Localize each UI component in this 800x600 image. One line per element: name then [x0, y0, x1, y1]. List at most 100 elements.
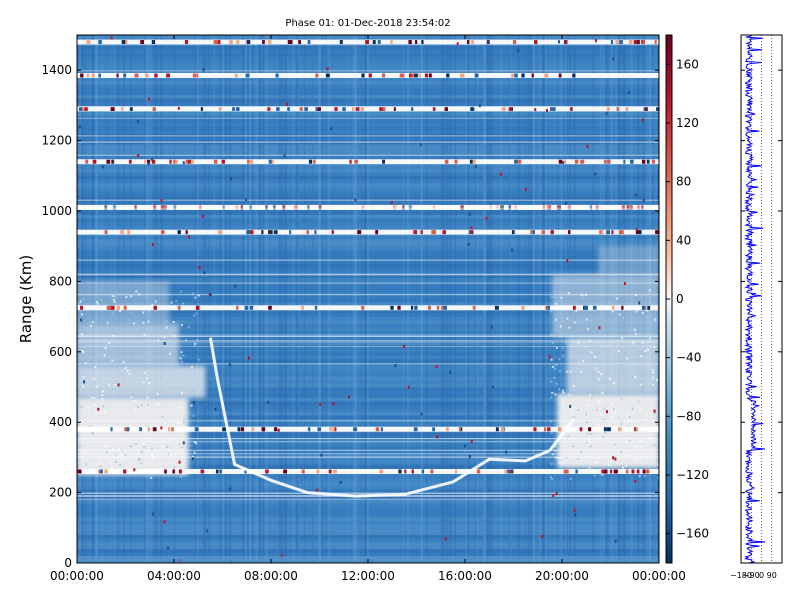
range-gate-stripe — [77, 415, 659, 419]
range-gate-stripe — [77, 422, 659, 427]
speckle — [137, 457, 140, 460]
speckle — [92, 321, 95, 324]
faint-range-line — [77, 274, 659, 276]
speckle — [113, 337, 116, 340]
band-noise — [375, 230, 379, 235]
range-gate-stripe — [77, 506, 659, 511]
speckle — [82, 298, 85, 301]
speckle — [138, 459, 141, 462]
band-noise — [262, 427, 266, 432]
band-noise — [646, 159, 650, 164]
speckle — [597, 297, 600, 300]
band-noise — [504, 469, 508, 474]
faint-range-line — [77, 206, 659, 208]
range-gate-stripe — [77, 337, 659, 342]
speckle — [105, 451, 108, 454]
speckle — [628, 327, 631, 330]
band-noise — [355, 106, 360, 111]
range-gate-stripe — [77, 503, 659, 507]
speckle — [182, 463, 185, 466]
speckle — [551, 296, 554, 299]
band-noise — [111, 159, 114, 164]
faint-range-line — [77, 199, 659, 201]
faint-range-line — [77, 341, 659, 343]
speckle — [572, 416, 575, 419]
speckle — [148, 381, 151, 384]
noise-point — [641, 118, 644, 122]
band-noise — [127, 230, 131, 235]
band-noise — [574, 159, 579, 164]
range-gate-stripe — [77, 309, 659, 314]
time-streak — [420, 35, 423, 563]
band-noise — [645, 106, 648, 111]
range-gate-stripe — [77, 249, 659, 254]
speckle — [631, 375, 634, 378]
time-streak — [318, 35, 322, 563]
band-noise — [98, 73, 101, 78]
speckle — [638, 350, 641, 353]
band-noise — [151, 40, 156, 45]
profile-x-tick-label: 90 — [767, 571, 777, 580]
time-streak — [317, 35, 321, 563]
speckle — [106, 321, 109, 324]
noise-point — [178, 460, 181, 464]
range-gate-stripe — [77, 151, 659, 155]
band-noise — [656, 106, 659, 111]
band-noise — [120, 230, 124, 235]
speckle — [92, 377, 95, 380]
white-range-band — [77, 305, 659, 311]
speckle — [558, 445, 561, 448]
range-gate-stripe — [77, 253, 659, 258]
band-noise — [569, 106, 573, 111]
range-gate-stripe — [77, 545, 659, 550]
x-tick-label: 00:00:00 — [50, 569, 104, 583]
faint-range-line — [77, 154, 659, 156]
band-noise — [214, 40, 219, 45]
speckle — [565, 341, 568, 344]
range-gate-stripe — [77, 489, 659, 493]
speckle — [134, 352, 137, 355]
time-streak — [509, 35, 511, 563]
faint-range-line — [77, 293, 659, 296]
range-gate-stripe — [77, 154, 659, 159]
speckle — [120, 458, 123, 461]
speckle — [652, 376, 655, 379]
speckle — [640, 355, 643, 358]
band-noise — [325, 73, 330, 78]
speckle — [589, 386, 592, 389]
band-noise — [222, 427, 227, 432]
time-streak — [352, 35, 355, 563]
range-gate-stripe — [77, 281, 659, 286]
band-noise — [123, 305, 127, 310]
speckle — [597, 423, 600, 426]
range-gate-stripe — [77, 517, 659, 522]
colorbar-ticks: 160 120 80 40 0 −40 −80 −120 −160 — [666, 57, 709, 541]
speckle — [647, 319, 650, 322]
speckle — [183, 419, 186, 422]
speckle — [595, 302, 598, 305]
noise-point — [456, 42, 459, 46]
noise-point — [545, 108, 548, 112]
speckle — [590, 351, 593, 354]
speckle — [551, 478, 554, 481]
speckle — [81, 313, 84, 316]
speckle — [112, 295, 115, 298]
band-noise — [642, 40, 645, 45]
speckle — [601, 391, 604, 394]
speckle — [180, 290, 183, 293]
speckle — [554, 318, 557, 321]
speckle — [590, 319, 593, 322]
speckle — [597, 370, 600, 373]
profile-panel: −180−90 0 90 — [730, 34, 783, 580]
band-noise — [328, 469, 332, 474]
noise-point — [653, 409, 656, 413]
speckle — [549, 476, 552, 479]
band-noise — [154, 73, 158, 78]
speckle — [126, 369, 129, 372]
noise-point — [198, 265, 201, 269]
band-noise — [317, 427, 322, 432]
band-noise — [413, 230, 418, 235]
band-noise — [379, 106, 382, 111]
speckle — [554, 367, 557, 370]
speckle — [128, 318, 131, 321]
